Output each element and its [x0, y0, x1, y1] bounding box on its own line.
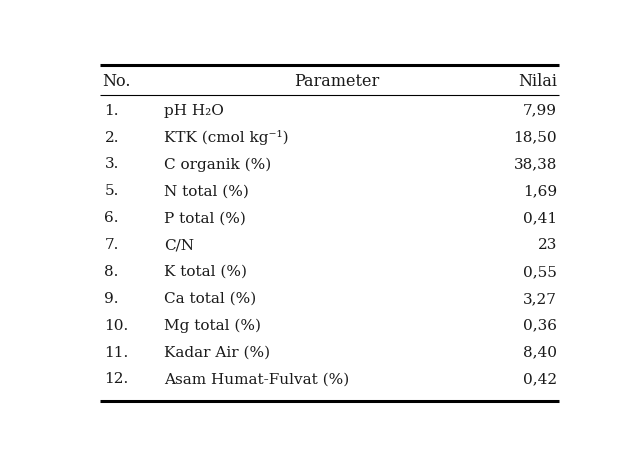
Text: 7,99: 7,99 — [523, 104, 557, 118]
Text: Nilai: Nilai — [518, 73, 557, 89]
Text: 3.: 3. — [105, 157, 119, 171]
Text: 0,41: 0,41 — [523, 211, 557, 225]
Text: P total (%): P total (%) — [164, 211, 246, 225]
Text: 18,50: 18,50 — [513, 130, 557, 144]
Text: 8,40: 8,40 — [523, 345, 557, 359]
Text: 0,42: 0,42 — [523, 372, 557, 386]
Text: 38,38: 38,38 — [514, 157, 557, 171]
Text: 3,27: 3,27 — [523, 291, 557, 305]
Text: 23: 23 — [538, 238, 557, 251]
Text: 9.: 9. — [105, 291, 119, 305]
Text: 11.: 11. — [105, 345, 129, 359]
Text: No.: No. — [102, 73, 131, 89]
Text: N total (%): N total (%) — [164, 184, 249, 198]
Text: 2.: 2. — [105, 130, 119, 144]
Text: 12.: 12. — [105, 372, 129, 386]
Text: Parameter: Parameter — [294, 73, 380, 89]
Text: Ca total (%): Ca total (%) — [164, 291, 256, 305]
Text: 0,55: 0,55 — [523, 264, 557, 278]
Text: KTK (cmol kg⁻¹): KTK (cmol kg⁻¹) — [164, 130, 288, 145]
Text: Mg total (%): Mg total (%) — [164, 318, 261, 332]
Text: 6.: 6. — [105, 211, 119, 225]
Text: Kadar Air (%): Kadar Air (%) — [164, 345, 270, 359]
Text: 7.: 7. — [105, 238, 119, 251]
Text: 0,36: 0,36 — [523, 318, 557, 332]
Text: C organik (%): C organik (%) — [164, 157, 271, 171]
Text: Asam Humat-Fulvat (%): Asam Humat-Fulvat (%) — [164, 372, 349, 386]
Text: 1.: 1. — [105, 104, 119, 118]
Text: 10.: 10. — [105, 318, 129, 332]
Text: 1,69: 1,69 — [523, 184, 557, 198]
Text: pH H₂O: pH H₂O — [164, 104, 224, 118]
Text: C/N: C/N — [164, 238, 194, 251]
Text: 8.: 8. — [105, 264, 119, 278]
Text: K total (%): K total (%) — [164, 264, 247, 278]
Text: 5.: 5. — [105, 184, 119, 198]
